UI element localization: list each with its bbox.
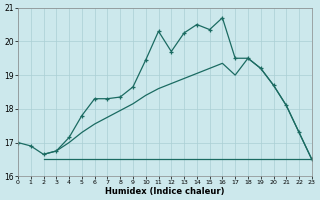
X-axis label: Humidex (Indice chaleur): Humidex (Indice chaleur) — [105, 187, 225, 196]
